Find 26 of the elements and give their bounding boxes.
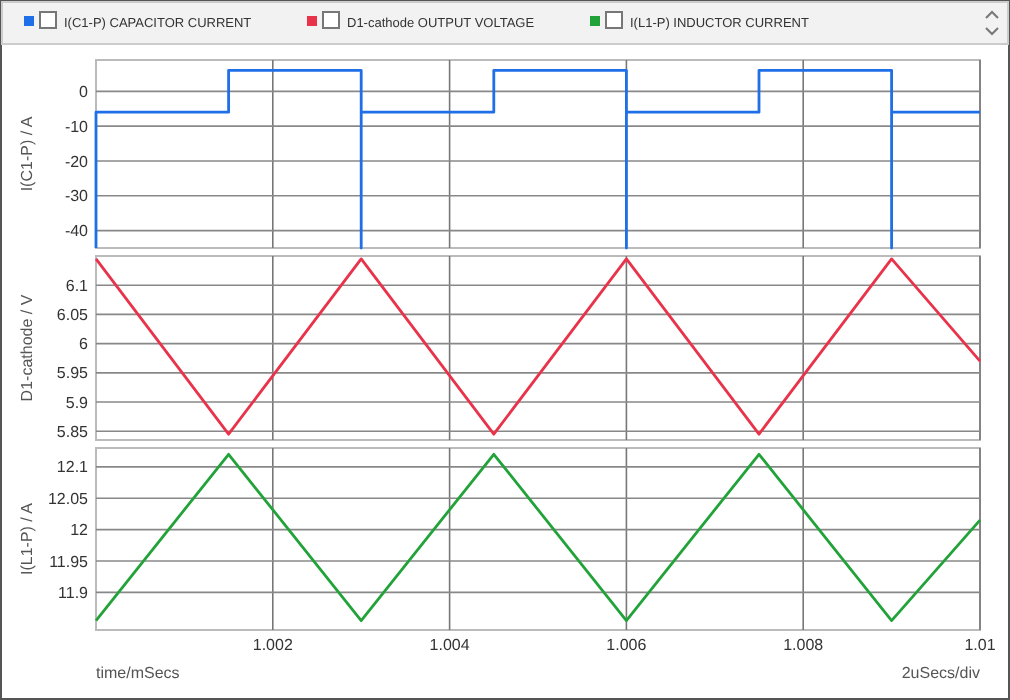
y-tick-label: -40 [64, 222, 90, 241]
text: 2uSecs/div [901, 664, 980, 682]
y-tick-label: 5.95 [56, 364, 90, 383]
y-tick-label: -30 [64, 187, 90, 206]
y-tick-label: 11.9 [58, 583, 90, 602]
x-tick-label: 1.006 [606, 636, 648, 654]
y-tick-label: 5.9 [65, 393, 90, 412]
y-tick-label: 6.05 [56, 306, 90, 325]
y-tick-label: 11.95 [49, 552, 90, 571]
y-tick-label: -10 [64, 117, 90, 136]
y-tick-label: 12 [70, 521, 90, 540]
y-tick-label: 6.1 [65, 276, 90, 295]
y-tick-label: 12.1 [56, 458, 90, 477]
x-tick-label: 1.002 [252, 636, 294, 654]
x-axis-title: time/mSecs [96, 664, 180, 682]
x-tick-label: 1.01 [964, 636, 997, 654]
y-axis-title: D1-cathode / V [18, 293, 36, 402]
y-tick-label: 12.05 [47, 489, 90, 508]
x-tick-label: 1.004 [429, 636, 471, 654]
y-tick-label: 0 [79, 82, 90, 101]
y-axis-title: I(C1-P) / A [18, 115, 36, 192]
y-tick-label: 6 [79, 335, 90, 354]
x-tick-label: 1.008 [783, 636, 825, 654]
y-axis-title: I(L1-P) / A [18, 501, 36, 576]
y-tick-label: -20 [64, 152, 90, 171]
y-tick-label: 5.85 [56, 422, 90, 441]
